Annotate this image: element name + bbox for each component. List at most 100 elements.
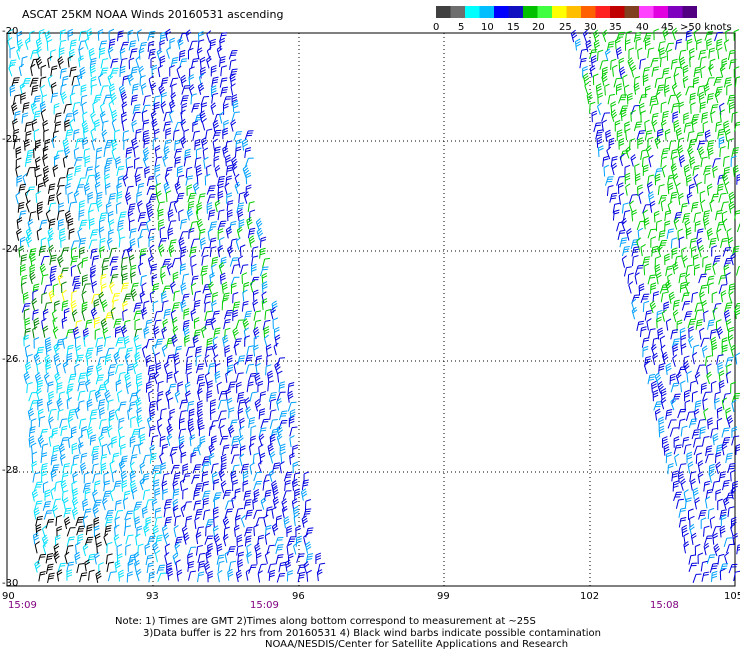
wind-barb — [697, 460, 704, 473]
wind-barb — [693, 445, 703, 456]
wind-barb — [593, 122, 602, 133]
wind-barb — [206, 390, 213, 402]
wind-barb — [169, 64, 175, 77]
wind-barb — [20, 254, 28, 266]
wind-barb — [183, 308, 190, 320]
wind-barb — [53, 342, 60, 356]
wind-barb — [161, 344, 168, 357]
wind-barb — [225, 226, 233, 239]
wind-barb — [70, 463, 78, 475]
wind-barb — [181, 85, 190, 95]
wind-barb — [110, 307, 116, 320]
wind-barb — [94, 316, 100, 329]
wind-barb — [117, 390, 123, 403]
wind-barb — [27, 218, 34, 232]
wind-barb — [78, 219, 88, 230]
wind-barb — [304, 499, 312, 511]
wind-barb — [643, 32, 653, 43]
wind-barb — [80, 94, 88, 106]
wind-barb — [634, 173, 641, 185]
wind-barb — [28, 211, 37, 222]
wind-barb — [173, 290, 180, 302]
wind-barb — [695, 319, 703, 330]
wind-barb — [151, 118, 158, 131]
wind-barb — [198, 560, 205, 572]
wind-barb — [693, 212, 701, 223]
wind-barb — [28, 426, 36, 438]
wind-barb — [240, 463, 249, 474]
wind-barb — [252, 299, 259, 312]
wind-barb — [185, 175, 194, 186]
wind-barb — [156, 564, 166, 575]
wind-barb — [25, 130, 32, 142]
wind-barb — [230, 83, 236, 96]
wind-barb — [628, 281, 634, 294]
wind-barb — [31, 118, 38, 131]
wind-barb — [135, 55, 141, 69]
wind-barb — [706, 554, 716, 564]
wind-barb — [604, 176, 614, 186]
wind-barb — [619, 105, 629, 115]
wind-barb — [144, 543, 151, 556]
wind-barb — [56, 209, 65, 221]
wind-barb — [253, 471, 263, 482]
wind-barb — [651, 66, 660, 77]
wind-barb — [138, 47, 145, 60]
wind-barb — [70, 264, 77, 277]
wind-barb — [691, 390, 698, 403]
wind-barb — [261, 298, 268, 311]
wind-barb — [40, 462, 48, 474]
wind-barb — [723, 120, 730, 133]
wind-barb — [609, 192, 618, 203]
wind-barb — [142, 95, 151, 106]
wind-barb — [188, 227, 195, 239]
wind-barb — [65, 544, 74, 556]
wind-barb — [98, 212, 107, 223]
wind-barb — [718, 136, 725, 149]
wind-barb — [226, 364, 234, 376]
legend-label: 0 — [433, 22, 440, 33]
wind-barb — [102, 94, 112, 104]
wind-barb — [104, 164, 111, 176]
wind-barb — [75, 184, 84, 194]
wind-barb — [149, 408, 156, 421]
wind-barb — [213, 146, 221, 158]
wind-barb — [631, 255, 639, 267]
wind-barb — [93, 94, 102, 105]
wind-barb — [92, 499, 102, 510]
wind-barb — [196, 202, 203, 215]
wind-barb — [234, 173, 240, 187]
wind-barb — [265, 344, 272, 357]
wind-barb — [126, 363, 134, 375]
wind-barb — [271, 522, 279, 536]
legend-label: 5 — [458, 22, 465, 33]
wind-barb — [691, 429, 700, 440]
wind-barb — [597, 145, 604, 158]
wind-barb — [722, 479, 730, 491]
wind-barb — [250, 276, 260, 287]
wind-barb — [644, 309, 652, 321]
wind-barb — [663, 443, 670, 456]
wind-barb — [665, 318, 672, 331]
wind-barb — [244, 147, 252, 159]
wind-barb — [155, 173, 161, 186]
wind-barb — [659, 56, 667, 68]
wind-barb — [95, 147, 103, 159]
wind-barb — [66, 527, 76, 537]
wind-barb — [203, 156, 209, 169]
wind-barb — [292, 461, 299, 474]
wind-barb — [157, 201, 165, 212]
wind-barb — [236, 391, 245, 403]
wind-barb — [678, 154, 686, 168]
legend-swatch — [653, 6, 668, 18]
wind-barb — [23, 371, 30, 384]
wind-barb — [154, 164, 161, 176]
wind-barb — [204, 301, 211, 313]
wind-barb — [715, 444, 723, 456]
wind-barb — [45, 553, 54, 564]
wind-barb — [78, 55, 84, 68]
wind-barb — [649, 95, 657, 107]
wind-barb — [77, 381, 86, 392]
wind-barb — [245, 184, 252, 196]
wind-barb — [88, 569, 95, 581]
